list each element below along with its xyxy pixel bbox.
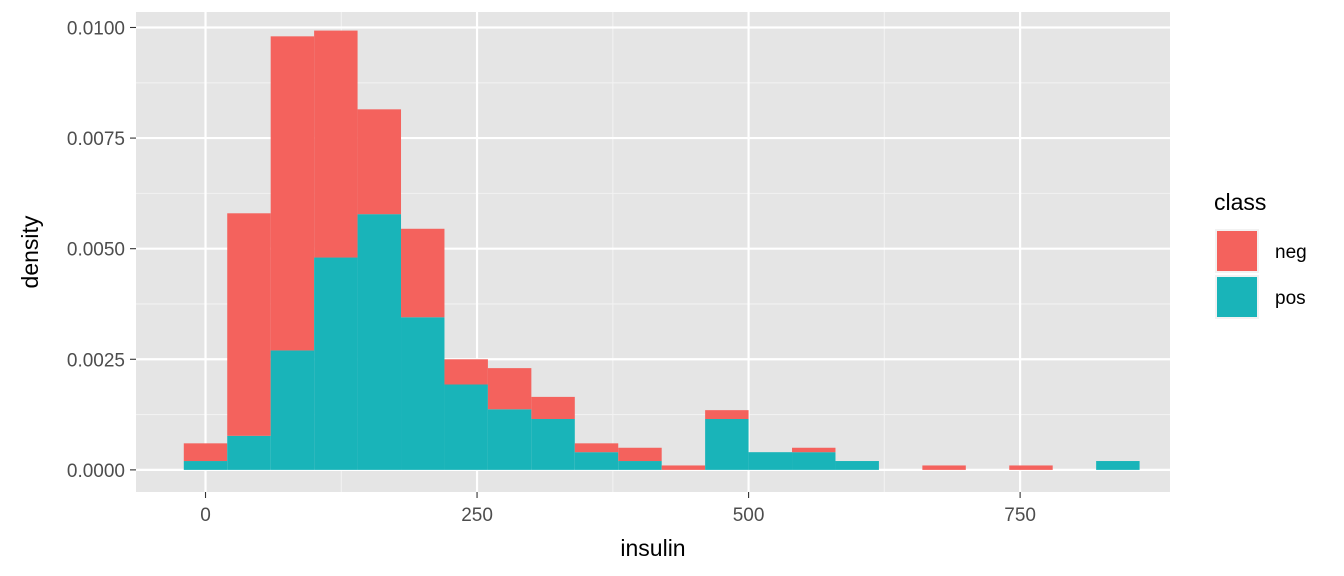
x-tick-label: 0 xyxy=(200,505,211,526)
y-axis-title: density xyxy=(17,215,43,288)
bar-pos xyxy=(835,461,879,470)
bar-neg xyxy=(183,443,228,462)
bar-pos xyxy=(748,452,793,470)
bar-pos xyxy=(1096,461,1140,470)
bar-neg xyxy=(1009,465,1053,470)
legend-swatch-pos xyxy=(1217,277,1257,317)
bar-neg xyxy=(574,443,619,453)
bar-neg xyxy=(314,30,358,258)
bar-pos xyxy=(357,214,402,470)
bar-neg xyxy=(227,213,271,436)
legend-label-pos: pos xyxy=(1275,288,1306,309)
x-tick-label: 500 xyxy=(733,505,765,526)
bar-pos xyxy=(444,384,488,470)
y-tick-label: 0.0075 xyxy=(67,129,125,150)
bar-neg xyxy=(531,396,575,420)
bar-pos xyxy=(401,317,445,470)
bar-neg xyxy=(922,465,966,470)
x-axis: 0 250 500 750 xyxy=(200,492,1036,526)
bar-neg xyxy=(444,359,488,385)
legend-label-neg: neg xyxy=(1275,242,1307,263)
y-tick-label: 0.0100 xyxy=(67,18,125,39)
bar-neg xyxy=(618,447,662,462)
bar-neg xyxy=(705,410,749,420)
y-tick-label: 0.0050 xyxy=(67,240,125,261)
bar-pos xyxy=(574,452,619,470)
y-axis: 0.0000 0.0025 0.0050 0.0075 0.0100 xyxy=(67,18,136,482)
x-tick-label: 750 xyxy=(1004,505,1036,526)
bar-neg xyxy=(357,109,402,215)
bar-neg xyxy=(270,36,315,351)
y-tick-label: 0.0025 xyxy=(67,350,125,371)
bar-neg xyxy=(792,447,836,453)
bars xyxy=(183,30,1140,470)
bar-neg xyxy=(401,228,445,318)
bar-neg xyxy=(661,465,706,470)
bar-pos xyxy=(314,257,358,470)
legend-title: class xyxy=(1214,189,1266,215)
bar-pos xyxy=(183,461,228,470)
legend: class neg pos xyxy=(1214,189,1307,319)
x-axis-title: insulin xyxy=(620,535,685,561)
bar-pos xyxy=(531,419,575,470)
bar-pos xyxy=(618,461,662,470)
bar-pos xyxy=(487,409,532,470)
bar-pos xyxy=(792,452,836,470)
bar-pos xyxy=(227,435,271,470)
y-tick-label: 0.0000 xyxy=(67,461,125,482)
bar-neg xyxy=(487,368,532,410)
bar-pos xyxy=(270,350,315,470)
x-tick-label: 250 xyxy=(461,505,493,526)
bar-pos xyxy=(705,419,749,470)
legend-swatch-neg xyxy=(1217,231,1257,271)
